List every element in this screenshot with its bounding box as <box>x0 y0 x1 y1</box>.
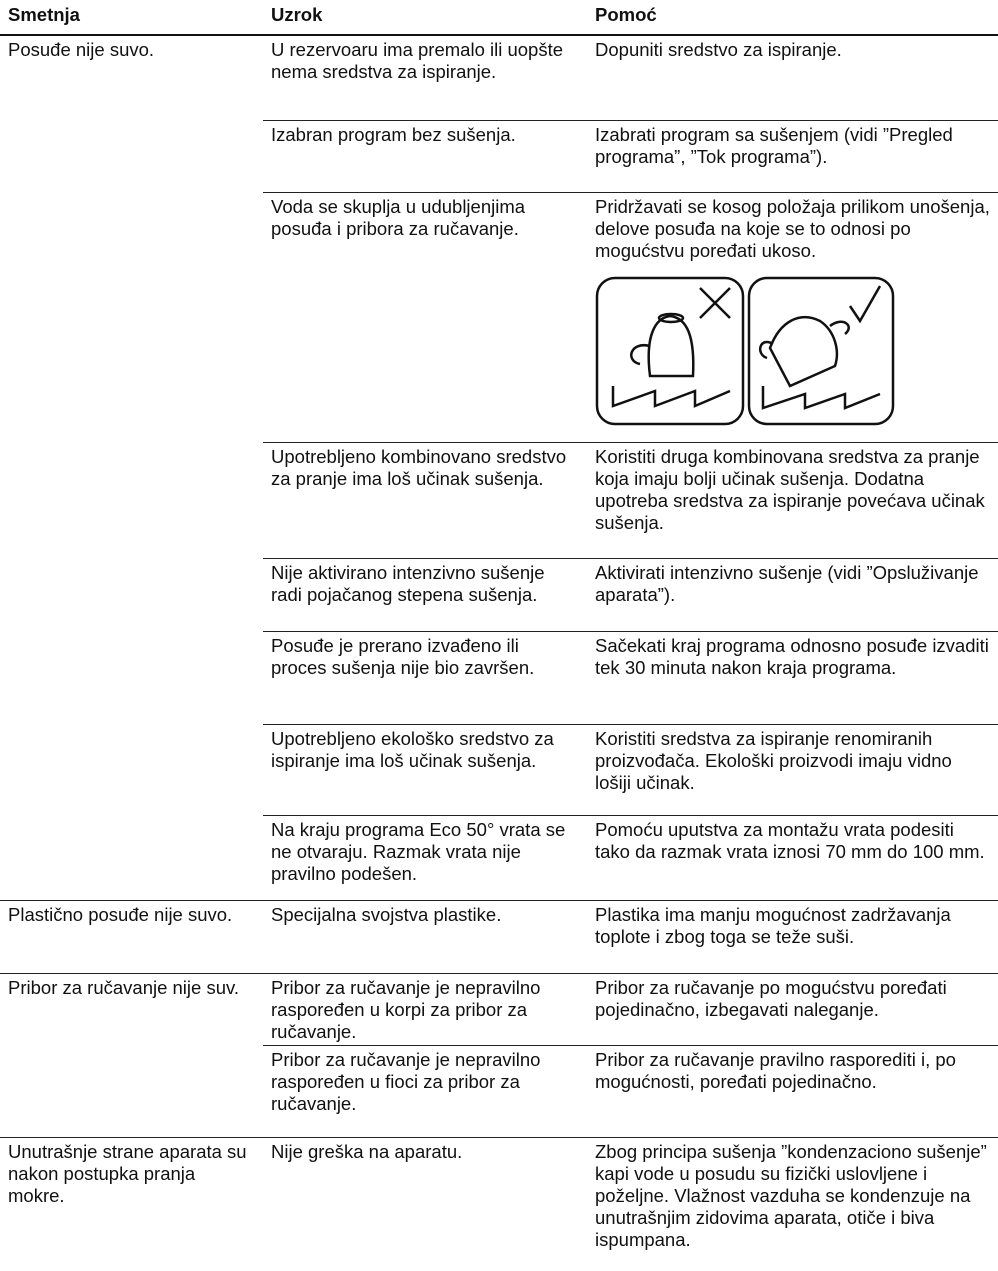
remedy-cell: Pomoću uputstva za montažu vrata podesit… <box>587 814 998 900</box>
cause-cell: Posuđe je prerano izvađeno ili proces su… <box>263 630 587 724</box>
cause-cell: Pribor za ručavanje je nepravilno raspor… <box>263 972 587 1045</box>
cause-cell: Izabran program bez sušenja. <box>263 119 587 192</box>
remedy-cell: Plastika ima manju mogućnost zadržavanja… <box>587 899 998 973</box>
table-row: Pribor za ručavanje nije suv. Pribor za r… <box>0 972 998 1137</box>
problem-cell: Posuđe nije suvo. <box>0 34 263 900</box>
cause-cell: Nije aktivirano intenzivno sušenje radi … <box>263 557 587 631</box>
cause-cell: Upotrebljeno ekološko sredstvo za ispira… <box>263 723 587 815</box>
table-row: Posuđe nije suvo. U rezervoaru ima premal… <box>0 34 998 900</box>
header-row: Smetnja Uzrok Pomoć <box>0 0 998 36</box>
remedy-cell: Koristiti druga kombinovana sredstva za … <box>587 441 998 558</box>
header-cell: Smetnja <box>0 0 263 36</box>
cause-cell: Na kraju programa Eco 50° vrata se ne ot… <box>263 814 587 900</box>
remedy-cell: Pribor za ručavanje po mogućstvu poređat… <box>587 972 998 1045</box>
remedy-cell: Sačekati kraj programa odnosno posuđe iz… <box>587 630 998 724</box>
table-row: Unutrašnje strane aparata su nakon postu… <box>0 1136 998 1271</box>
header-cell: Pomoć <box>587 0 998 36</box>
remedy-cell: Pribor za ručavanje pravilno rasporediti… <box>587 1044 998 1137</box>
illustration <box>595 276 895 425</box>
remedy-cell: Izabrati program sa sušenjem (vidi ”Preg… <box>587 119 998 192</box>
table-row: Izabran program bez sušenja. Izabrati pro… <box>0 119 998 192</box>
table-row: Upotrebljeno ekološko sredstvo za ispira… <box>0 723 998 815</box>
table-row: Voda se skuplja u udubljenjima posuđa i … <box>0 191 998 442</box>
remedy-cell: Pridržavati se kosog položaja prilikom u… <box>587 191 998 442</box>
problem-cell: Unutrašnje strane aparata su nakon postu… <box>0 1136 263 1271</box>
problem-cell: Pribor za ručavanje nije suv. <box>0 972 263 1137</box>
header-cell: Uzrok <box>263 0 587 36</box>
problem-cell: Plastično posuđe nije suvo. <box>0 899 263 973</box>
table-row: Pribor za ručavanje je nepravilno raspor… <box>0 1044 998 1137</box>
cause-cell: Nije greška na aparatu. <box>263 1136 587 1271</box>
remedy-cell: Zbog principa sušenja ”kondenzaciono suš… <box>587 1136 998 1271</box>
cause-cell: Specijalna svojstva plastike. <box>263 899 587 973</box>
table-row: Plastično posuđe nije suvo. Specijalna sv… <box>0 899 998 973</box>
remedy-cell: Koristiti sredstva za ispiranje renomira… <box>587 723 998 815</box>
table-row: Na kraju programa Eco 50° vrata se ne ot… <box>0 814 998 900</box>
remedy-cell: Aktivirati intenzivno sušenje (vidi ”Ops… <box>587 557 998 631</box>
table-row: Nije aktivirano intenzivno sušenje radi … <box>0 557 998 631</box>
cause-cell: U rezervoaru ima premalo ili uopšte nema… <box>263 34 587 120</box>
cause-cell: Upotrebljeno kombinovano sredstvo za pra… <box>263 441 587 558</box>
table-row: Posuđe je prerano izvađeno ili proces su… <box>0 630 998 724</box>
table-row: Upotrebljeno kombinovano sredstvo za pra… <box>0 441 998 558</box>
remedy-cell: Dopuniti sredstvo za ispiranje. <box>587 34 998 120</box>
cause-cell: Pribor za ručavanje je nepravilno raspor… <box>263 1044 587 1137</box>
cause-cell: Voda se skuplja u udubljenjima posuđa i … <box>263 191 587 442</box>
